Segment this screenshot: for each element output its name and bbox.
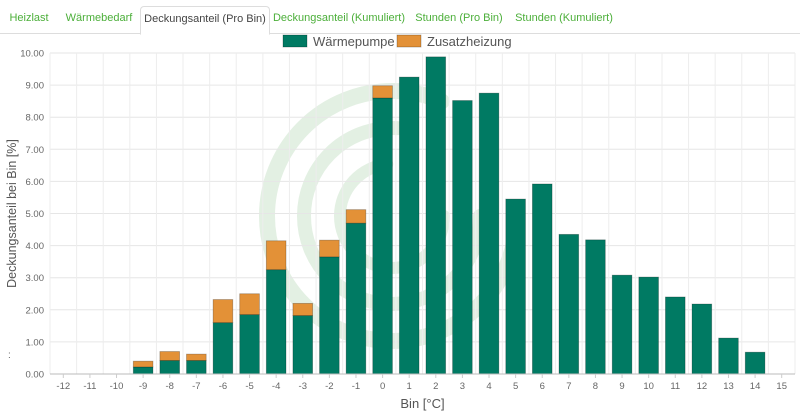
bar-waermepumpe: [585, 239, 606, 375]
legend-swatch: [282, 34, 308, 48]
bar-waermepumpe: [531, 183, 553, 375]
x-tick-label: 8: [593, 381, 598, 392]
legend-label: Zusatzheizung: [427, 34, 512, 49]
bar-waermepumpe: [132, 366, 154, 375]
y-tick-label: 2.00: [26, 305, 45, 316]
y-tick-label: 10.00: [20, 49, 44, 60]
x-tick-label: 11: [670, 381, 680, 392]
bar-waermepumpe: [744, 351, 766, 375]
x-tick-label: -3: [299, 381, 307, 392]
x-tick-label: 9: [619, 381, 624, 392]
x-tick-label: 7: [566, 381, 571, 392]
x-tick-label: -1: [352, 381, 360, 392]
bar-waermepumpe: [718, 337, 739, 375]
bar-waermepumpe: [212, 322, 234, 375]
x-tick-label: -2: [325, 381, 333, 392]
tab-deckungsanteil-kumuliert[interactable]: Deckungsanteil (Kumuliert): [272, 12, 406, 24]
x-tick-label: -4: [272, 381, 280, 392]
bar-waermepumpe: [372, 97, 393, 375]
axes: 0.00 1.00 2.00 3.00 4.00 5.00 6.00 7.00 8.00 9.00…: [5, 49, 795, 411]
legend: Wärmepumpe Zusatzheizung: [282, 34, 512, 49]
bar-waermepumpe: [398, 76, 420, 375]
y-tick-label: 7.00: [26, 145, 45, 156]
bar-waermepumpe: [345, 222, 367, 375]
x-tick-label: 4: [486, 381, 491, 392]
tab-waermebedarf[interactable]: Wärmebedarf: [65, 12, 133, 24]
legend-label: Wärmepumpe: [313, 34, 395, 49]
x-axis-title: Bin [°C]: [400, 396, 444, 411]
y-axis-title: Deckungsanteil bei Bin [%]: [5, 139, 19, 288]
x-tick-label: 10: [643, 381, 654, 392]
x-tick-label: 15: [776, 381, 787, 392]
tab-stunden-pro-bin[interactable]: Stunden (Pro Bin): [415, 12, 503, 24]
x-tick-label: -12: [56, 381, 70, 392]
bar-waermepumpe: [452, 100, 473, 375]
bar-waermepumpe: [425, 56, 447, 375]
grid: [49, 52, 796, 375]
y-tick-label: 5.00: [26, 209, 45, 220]
y-tick-label: 4.00: [26, 241, 45, 252]
y-tick-label: 1.00: [26, 337, 45, 348]
x-tick-label: -10: [110, 381, 124, 392]
side-mark: :: [8, 350, 11, 361]
bar-zusatzheizung: [159, 351, 180, 361]
bar-waermepumpe: [611, 274, 633, 375]
bar-waermepumpe: [159, 360, 180, 375]
bar-waermepumpe: [505, 198, 526, 375]
tab-deckungsanteil-pro-bin[interactable]: Deckungsanteil (Pro Bin): [140, 6, 270, 35]
y-tick-label: 0.00: [26, 370, 45, 381]
bars: [132, 56, 766, 375]
x-tick-label: 6: [540, 381, 545, 392]
tab-heizlast[interactable]: Heizlast: [9, 12, 49, 24]
tab-stunden-kumuliert[interactable]: Stunden (Kumuliert): [515, 12, 613, 24]
bar-zusatzheizung: [372, 85, 393, 99]
x-tick-label: 13: [723, 381, 734, 392]
x-tick-label: -5: [245, 381, 253, 392]
x-tick-label: -11: [83, 381, 96, 392]
bar-waermepumpe: [265, 269, 287, 375]
bar-zusatzheizung: [319, 239, 340, 258]
x-tick-label: -7: [192, 381, 200, 392]
bar-waermepumpe: [558, 233, 580, 375]
bar-waermepumpe: [638, 276, 659, 375]
x-tick-label: 0: [380, 381, 385, 392]
bar-zusatzheizung: [292, 302, 314, 316]
x-tick-label: -6: [219, 381, 227, 392]
x-tick-label: -8: [166, 381, 174, 392]
x-tick-label: 14: [750, 381, 761, 392]
bar-waermepumpe: [691, 303, 713, 375]
bar-zusatzheizung: [345, 209, 367, 224]
x-tick-label: 2: [433, 381, 438, 392]
x-tick-label: 12: [697, 381, 708, 392]
bar-waermepumpe: [665, 296, 686, 375]
bar-zusatzheizung: [132, 360, 154, 368]
x-tick-label: 3: [460, 381, 465, 392]
bar-waermepumpe: [319, 256, 340, 375]
bar-zusatzheizung: [212, 299, 234, 324]
y-tick-label: 3.00: [26, 273, 45, 284]
bar-waermepumpe: [186, 360, 207, 375]
bar-chart: 0.00 1.00 2.00 3.00 4.00 5.00 6.00 7.00 8.00 9.00…: [5, 34, 796, 411]
bar-zusatzheizung: [265, 240, 287, 271]
x-tick-label: 5: [513, 381, 518, 392]
x-tick-label: -9: [139, 381, 147, 392]
bar-waermepumpe: [478, 92, 500, 375]
bar-zusatzheizung: [186, 353, 207, 361]
bar-zusatzheizung: [239, 293, 260, 316]
y-tick-label: 6.00: [26, 177, 45, 188]
legend-swatch: [396, 34, 422, 48]
x-tick-label: 1: [407, 381, 412, 392]
bar-waermepumpe: [239, 314, 260, 375]
y-tick-label: 9.00: [26, 81, 45, 92]
tab-bar: Heizlast Wärmebedarf Deckungsanteil (Pro…: [0, 0, 800, 35]
bar-waermepumpe: [292, 315, 314, 375]
y-tick-label: 8.00: [26, 113, 45, 124]
